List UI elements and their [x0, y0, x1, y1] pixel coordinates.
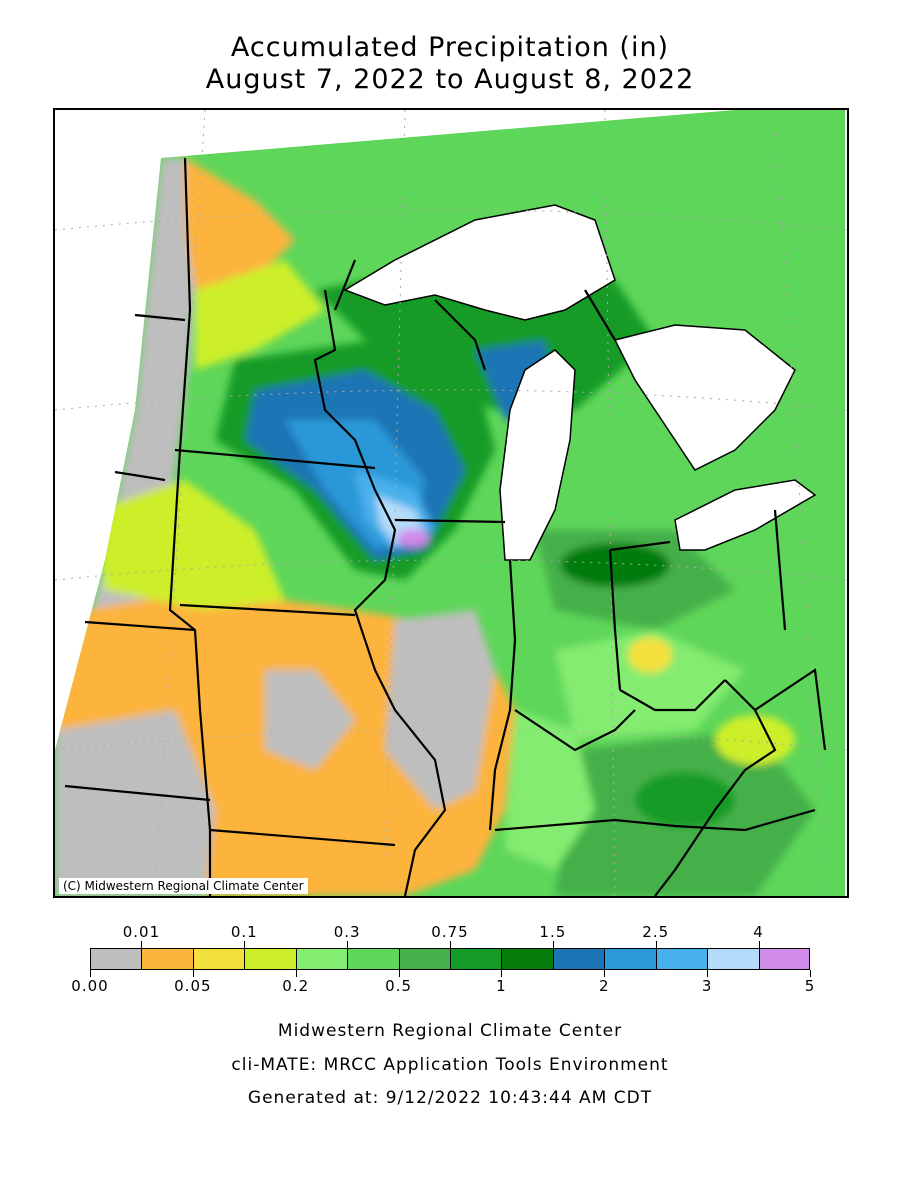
legend-swatch — [347, 948, 399, 970]
region-wv — [715, 715, 795, 765]
legend-tick — [552, 941, 554, 948]
legend-tick — [810, 970, 811, 977]
color-legend: 0.01 0.1 0.3 0.75 1.5 2.5 4 0.00 0.05 0.2 0.5 1 2 3 5 — [0, 915, 900, 1005]
legend-lower-label: 0.5 — [385, 977, 412, 995]
legend-upper-label: 0.3 — [333, 923, 361, 941]
legend-lower-label: 0.05 — [174, 977, 212, 995]
lake-superior — [343, 204, 616, 321]
border-mississippi — [313, 289, 447, 896]
map-canvas — [55, 110, 847, 896]
legend-swatch — [707, 948, 759, 970]
legend-upper-label: 1.5 — [539, 923, 567, 941]
legend-swatch — [90, 948, 142, 970]
region-ky-heavy — [635, 772, 735, 828]
legend-tick — [655, 941, 657, 948]
lake-huron — [613, 324, 796, 471]
region-in-heavy — [560, 543, 670, 587]
region-mo-trace — [265, 670, 355, 770]
legend-lower-label: 3 — [701, 977, 713, 995]
border-west — [168, 157, 212, 896]
region-il-trace — [385, 610, 495, 810]
legend-upper-label: 4 — [753, 923, 764, 941]
legend-swatch — [450, 948, 502, 970]
map-date-range: August 7, 2022 to August 8, 2022 — [205, 64, 695, 95]
lake-erie — [674, 479, 817, 551]
legend-upper-label: 2.5 — [642, 923, 670, 941]
legend-swatch — [604, 948, 656, 970]
legend-upper-label: 0.1 — [230, 923, 258, 941]
footer-tool-name: cli-MATE: MRCC Application Tools Environ… — [231, 1055, 669, 1075]
map-title: Accumulated Precipitation (in) — [230, 32, 670, 63]
legend-tick — [707, 970, 709, 977]
region-oh-dry — [628, 637, 672, 673]
region-sw-trace — [55, 710, 215, 896]
legend-lower-label: 1 — [496, 977, 507, 995]
legend-swatch — [758, 948, 810, 970]
footer-generated-at: Generated at: 9/12/2022 10:43:44 AM CDT — [247, 1088, 653, 1108]
legend-swatch — [192, 948, 245, 970]
legend-tick — [90, 970, 91, 977]
legend-swatch — [141, 948, 193, 970]
legend-tick — [192, 970, 194, 977]
legend-swatch — [398, 948, 450, 970]
precipitation-map: (C) Midwestern Regional Climate Center — [53, 108, 849, 898]
legend-tick — [398, 970, 400, 977]
region-il-south — [505, 710, 595, 870]
legend-swatch — [552, 948, 605, 970]
legend-swatch — [244, 948, 296, 970]
legend-lower-label: 0.2 — [282, 977, 310, 995]
region-light — [185, 158, 295, 290]
legend-tick — [604, 970, 606, 977]
legend-tick — [501, 970, 503, 977]
graticule — [55, 110, 847, 896]
legend-tick — [758, 941, 760, 948]
footer-organization: Midwestern Regional Climate Center — [277, 1021, 623, 1041]
region-max — [397, 529, 429, 547]
legend-upper-label: 0.01 — [122, 923, 161, 941]
lake-michigan — [499, 349, 576, 561]
legend-swatch — [655, 948, 708, 970]
region-trace-2 — [195, 260, 325, 370]
legend-lower-label: 2 — [599, 977, 610, 995]
state-borders — [64, 157, 827, 896]
legend-upper-label: 0.75 — [431, 923, 469, 941]
legend-lower-label: 0.00 — [71, 977, 109, 995]
great-lakes — [343, 204, 817, 561]
legend-swatch — [295, 948, 348, 970]
region-ia-light — [95, 480, 285, 610]
map-copyright: (C) Midwestern Regional Climate Center — [59, 878, 308, 894]
legend-tick — [347, 941, 349, 948]
region-oh — [555, 630, 745, 740]
legend-tick — [141, 941, 143, 948]
legend-swatch — [501, 948, 553, 970]
legend-tick — [244, 941, 246, 948]
legend-tick — [295, 970, 297, 977]
legend-tick — [450, 941, 451, 948]
legend-lower-label: 5 — [804, 977, 816, 995]
